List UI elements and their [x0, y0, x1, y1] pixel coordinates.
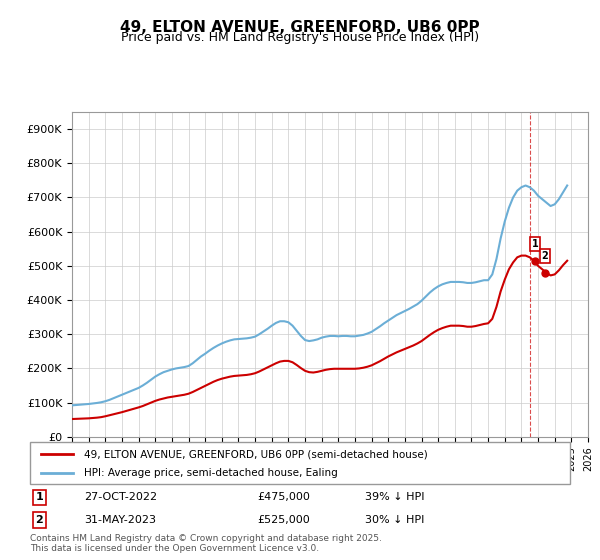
- FancyBboxPatch shape: [30, 442, 570, 484]
- Text: 49, ELTON AVENUE, GREENFORD, UB6 0PP: 49, ELTON AVENUE, GREENFORD, UB6 0PP: [120, 20, 480, 35]
- Text: 2: 2: [35, 515, 43, 525]
- Text: Contains HM Land Registry data © Crown copyright and database right 2025.
This d: Contains HM Land Registry data © Crown c…: [30, 534, 382, 553]
- Text: 30% ↓ HPI: 30% ↓ HPI: [365, 515, 424, 525]
- Text: 2: 2: [542, 251, 548, 261]
- Text: 27-OCT-2022: 27-OCT-2022: [84, 492, 157, 502]
- Text: 1: 1: [532, 239, 538, 249]
- Text: 49, ELTON AVENUE, GREENFORD, UB6 0PP (semi-detached house): 49, ELTON AVENUE, GREENFORD, UB6 0PP (se…: [84, 449, 428, 459]
- Text: HPI: Average price, semi-detached house, Ealing: HPI: Average price, semi-detached house,…: [84, 468, 338, 478]
- Text: 1: 1: [35, 492, 43, 502]
- Text: 31-MAY-2023: 31-MAY-2023: [84, 515, 156, 525]
- Text: Price paid vs. HM Land Registry's House Price Index (HPI): Price paid vs. HM Land Registry's House …: [121, 31, 479, 44]
- Text: 39% ↓ HPI: 39% ↓ HPI: [365, 492, 424, 502]
- Text: £525,000: £525,000: [257, 515, 310, 525]
- Text: £475,000: £475,000: [257, 492, 310, 502]
